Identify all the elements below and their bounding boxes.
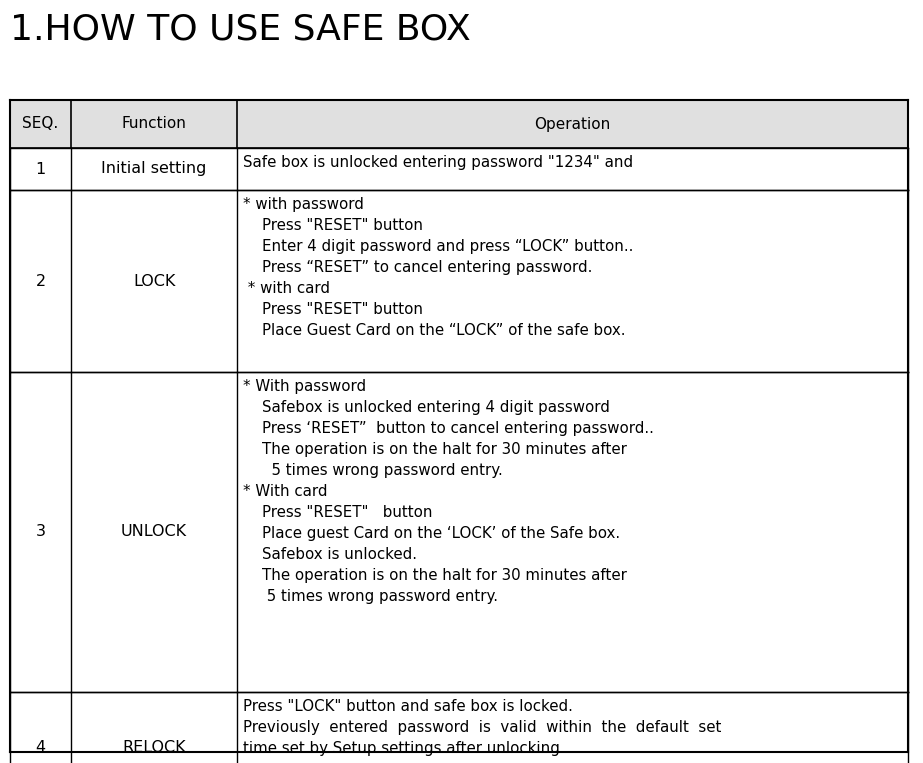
Text: * with password
    Press "RESET" button
    Enter 4 digit password and press “L: * with password Press "RESET" button Ent… [243,197,633,338]
Text: 2: 2 [35,273,45,288]
Bar [10,190,908,372]
Text: 1: 1 [35,162,45,176]
Text: Initial setting: Initial setting [102,162,207,176]
Text: Press "LOCK" button and safe box is locked.
Previously  entered  password  is  v: Press "LOCK" button and safe box is lock… [243,699,722,756]
Text: 3: 3 [35,524,45,539]
Text: LOCK: LOCK [133,273,175,288]
Text: Function: Function [122,117,186,131]
Text: 1.HOW TO USE SAFE BOX: 1.HOW TO USE SAFE BOX [10,12,471,46]
Text: SEQ.: SEQ. [22,117,59,131]
Text: UNLOCK: UNLOCK [121,524,187,539]
Text: * With password
    Safebox is unlocked entering 4 digit password
    Press ‘RES: * With password Safebox is unlocked ente… [243,379,654,604]
Text: Operation: Operation [534,117,611,131]
Bar [10,100,908,148]
Text: Safe box is unlocked entering password "1234" and: Safe box is unlocked entering password "… [243,155,633,170]
Text: 4: 4 [35,739,45,755]
Bar [10,372,908,692]
Text: RELOCK: RELOCK [123,739,186,755]
Bar [10,148,908,190]
Bar [10,692,908,763]
